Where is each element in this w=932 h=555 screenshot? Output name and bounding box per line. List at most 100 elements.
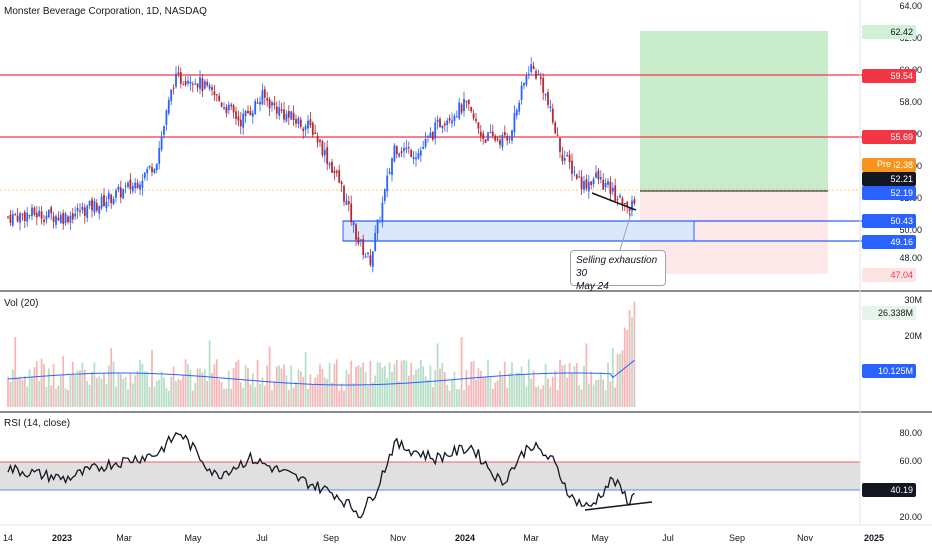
candle-body	[93, 200, 96, 213]
candle-body	[155, 164, 158, 171]
volume-bar	[182, 374, 185, 407]
volume-bar	[194, 382, 197, 407]
candle-body	[261, 90, 264, 105]
candle-body	[614, 185, 617, 201]
candle-body	[119, 187, 122, 198]
candle-body	[506, 135, 509, 141]
resistance-price-tag[interactable]: 59.54	[862, 69, 916, 83]
rsi-value-tag[interactable]: 40.19	[862, 483, 916, 497]
candle-body	[369, 255, 372, 266]
candle-body	[367, 252, 369, 255]
candle-body	[417, 153, 420, 159]
candle-body	[268, 99, 271, 109]
volume-bar	[415, 369, 417, 407]
candle-body	[347, 201, 350, 205]
candle-body	[182, 84, 185, 86]
volume-bar	[59, 375, 62, 407]
volume-bar	[11, 369, 14, 407]
volume-bar	[597, 379, 600, 407]
candle-body	[609, 181, 612, 195]
volume-bar	[364, 372, 367, 407]
volume-bar	[429, 365, 432, 407]
candle-body	[211, 87, 213, 91]
rsi-pane-label[interactable]: RSI (14, close)	[4, 418, 71, 429]
candle-body	[199, 77, 201, 89]
selling-exhaustion-note[interactable]: Selling exhaustion 30 May 24	[570, 250, 666, 292]
candle-body	[33, 207, 36, 215]
candle-body	[434, 122, 437, 139]
last-price-tag[interactable]: 52.21	[862, 172, 916, 186]
candle-body	[50, 207, 53, 214]
candle-body	[167, 99, 170, 114]
candle-body	[43, 219, 45, 222]
candle-body	[148, 165, 151, 168]
candle-body	[220, 102, 223, 107]
candle-body	[91, 199, 93, 211]
volume-bar	[309, 374, 312, 407]
rsi-trendline[interactable]	[584, 501, 653, 511]
volume-value-tag[interactable]: 26.338M	[862, 306, 916, 320]
candle-body	[508, 138, 511, 140]
volume-bar	[141, 363, 144, 407]
candle-body	[237, 116, 240, 121]
volume-bar	[544, 364, 547, 407]
volume-bar	[326, 378, 329, 407]
volume-bar	[609, 381, 612, 407]
volume-bar	[590, 371, 593, 407]
volume-bar	[115, 386, 117, 407]
volume-bar	[223, 388, 225, 407]
candle-body	[7, 216, 9, 218]
price-tick: 48.00	[899, 253, 922, 263]
annotation-line-2: May 24	[576, 281, 609, 292]
candle-body	[467, 99, 470, 105]
volume-bar	[43, 364, 45, 407]
candle-body	[439, 118, 441, 128]
volume-bar	[398, 380, 401, 407]
volume-bar	[542, 385, 545, 407]
volume-bar	[283, 364, 285, 407]
volume-bar	[220, 382, 223, 407]
volume-bar	[316, 374, 319, 407]
exhaustion-trendline[interactable]	[591, 192, 637, 211]
candle-body	[158, 148, 161, 164]
candle-body	[424, 138, 427, 147]
candle-body	[170, 89, 173, 102]
resistance-price-tag[interactable]: 55.69	[862, 130, 916, 144]
stop-price-tag[interactable]: 47.04	[862, 268, 916, 282]
entry-price-tag[interactable]: 52.19	[862, 186, 916, 200]
candle-body	[415, 157, 417, 160]
annotation-pointer	[619, 209, 633, 251]
volume-bar	[503, 361, 506, 407]
support-price-tag[interactable]: 49.16	[862, 235, 916, 249]
candle-body	[208, 85, 211, 89]
candle-body	[388, 171, 391, 174]
volume-bar	[568, 363, 571, 407]
rsi-tick: 60.00	[899, 456, 922, 466]
volume-bar	[117, 373, 120, 407]
candle-body	[225, 106, 228, 114]
volume-bar	[491, 388, 494, 407]
volume-bar	[160, 371, 163, 407]
candle-body	[242, 113, 245, 128]
volume-pane-label[interactable]: Vol (20)	[4, 298, 39, 309]
volume-bar	[343, 390, 345, 407]
rsi-line	[7, 431, 635, 519]
candle-body	[79, 210, 81, 213]
candle-body	[419, 150, 422, 156]
candle-body	[302, 128, 305, 132]
volume-bar	[295, 382, 297, 407]
volume-bar	[76, 370, 79, 407]
candle-body	[398, 153, 401, 157]
volume-bar	[499, 371, 501, 407]
volume-bar	[268, 346, 271, 407]
volume-bar	[199, 368, 201, 407]
volume-bar	[355, 366, 357, 407]
volume-ma-tag[interactable]: 10.125M	[862, 364, 916, 378]
candle-body	[527, 73, 530, 76]
candle-body	[127, 182, 129, 187]
volume-bar	[16, 377, 19, 407]
support-price-tag[interactable]: 50.43	[862, 214, 916, 228]
target-price-tag[interactable]: 62.42	[862, 25, 916, 39]
